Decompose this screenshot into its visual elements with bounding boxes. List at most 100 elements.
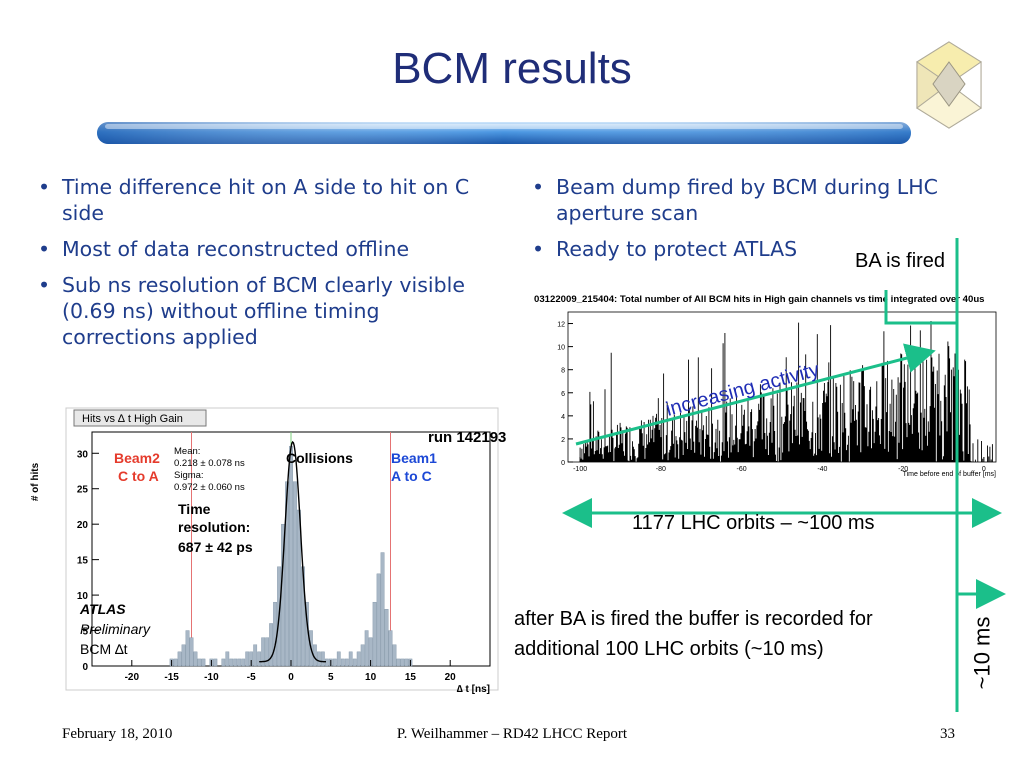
rc-x-tick-label: -40 [817,466,827,473]
hist-bar [201,658,206,667]
y-tick-label: 20 [77,520,89,531]
hist-bar [213,658,218,667]
x-tick-label: 0 [288,672,294,683]
rc-x-tick-label: -100 [573,466,587,473]
left-bullet-1: Time difference hit on A side to hit on … [34,174,494,226]
x-tick-label: -5 [247,672,256,683]
bcm-dt-label: BCM ∆t [80,641,128,657]
hist-bar [229,658,234,667]
beam2-label: Beam2 [114,450,160,466]
slide-title: BCM results [392,44,632,93]
hist-bar [273,601,277,667]
hist-bar [181,644,186,667]
beam1-label: Beam1 [391,450,437,466]
orbits-label: 1177 LHC orbits – ~100 ms [632,512,875,534]
stats-sigma: Sigma: [174,470,204,481]
y-tick-label: 15 [77,556,89,567]
beam-dump-chart: 03122009_215404: Total number of All BCM… [530,286,1000,480]
hist-bar [285,481,289,667]
hist-bar [380,552,385,667]
beam1-direction: A to C [391,468,432,484]
ten-ms-label: ~10 ms [969,616,995,690]
hist-bar [384,609,389,667]
left-bullet-list: Time difference hit on A side to hit on … [34,174,494,360]
x-tick-label: 10 [365,672,377,683]
hist-bar [320,651,325,667]
footer-author: P. Weilhammer – RD42 LHCC Report [396,726,628,742]
rc-x-tick-label: 0 [982,466,986,473]
beam-dump-plot-area: -100 -80 -60 -40 -20 0 0 2 4 6 8 10 12 [557,311,997,473]
hist-bar [173,658,178,667]
hist-bar [344,658,349,667]
x-tick-label: 5 [328,672,334,683]
y-tick-label: 10 [77,591,89,602]
gaussian-fit-curve [259,440,326,663]
y-tick-label: 25 [77,485,89,496]
x-axis-label: ∆ t [ns] [457,684,490,695]
hist-bar [316,651,321,667]
stats-mean-value: 0.218 ± 0.078 ns [174,458,245,469]
rc-x-tick-label: -80 [656,466,666,473]
y-tick-label: 0 [82,662,88,673]
hist-bar [237,658,242,667]
hist-bar [356,651,361,667]
hist-bar [293,481,297,667]
hist-bar [336,651,341,667]
hist-bar [388,630,393,667]
y-tick-label: 30 [77,449,89,460]
hist-bar [241,658,246,667]
hist-bar [332,658,337,667]
hits-vs-dt-chart: Hits vs ∆ t High Gain -20 -15 -10 -5 0 5 10 15 2… [30,407,506,695]
hist-bar [253,644,258,667]
hist-bar [193,651,198,667]
panel-title: Hits vs ∆ t High Gain [82,413,183,425]
rc-y-tick-label: 10 [557,345,565,352]
hist-bar [177,651,182,667]
hist-bar [372,601,377,667]
collisions-label: Collisions [286,450,353,466]
right-bullet-list: Beam dump fired by BCM during LHC apertu… [528,174,1008,272]
hist-bar [324,658,329,667]
hist-bar [197,658,202,667]
hits-plot-area: -20 -15 -10 -5 0 5 10 15 20 0 5 10 15 20 25 30 [77,431,491,683]
after-ba-note: after BA is fired the buffer is recorded… [514,608,873,660]
x-tick-label: 20 [445,672,457,683]
ba-fired-label: BA is fired [855,250,946,272]
rc-y-tick-label: 12 [557,322,565,329]
x-tick-label: 15 [405,672,417,683]
x-tick-label: -15 [164,672,179,683]
y-tick-label: 5 [82,627,88,638]
diamond-logo-icon [916,41,982,129]
right-bullet-2: Ready to protect ATLAS [528,236,1008,262]
rc-x-tick-label: -20 [898,466,908,473]
stats-sigma-value: 0.972 ± 0.060 ns [174,482,245,493]
hist-bar [261,637,266,667]
hist-bar [364,630,369,667]
hist-bar [289,445,293,667]
hist-bar [400,658,405,667]
rc-y-tick-label: 6 [561,391,565,398]
rc-y-tick-label: 0 [561,460,565,467]
hist-bar [404,658,409,667]
beam2-direction: C to A [118,468,159,484]
hist-bar [360,644,365,667]
footer-date: February 18, 2010 [62,726,173,742]
hist-bar [340,658,345,667]
atlas-label: ATLAS [79,601,126,617]
rc-y-tick-label: 2 [561,437,565,444]
stats-mean: Mean: [174,446,200,457]
preliminary-label: Preliminary [80,621,151,637]
left-bullet-3: Sub ns resolution of BCM clearly visible… [34,272,494,350]
time-res-line1: Time [178,501,211,517]
hist-bar [189,637,194,667]
hist-bar [269,623,273,667]
y-axis-label: # of hits [30,462,41,501]
hist-bar [257,651,262,667]
rc-x-tick-label: -60 [737,466,747,473]
hist-bar [225,651,230,667]
hist-bar [265,637,270,667]
beam-dump-title: 03122009_215404: Total number of All BCM… [534,294,985,305]
rc-y-tick-label: 4 [561,414,565,421]
hist-bar [221,658,226,667]
left-bullet-2: Most of data reconstructed offline [34,236,494,262]
